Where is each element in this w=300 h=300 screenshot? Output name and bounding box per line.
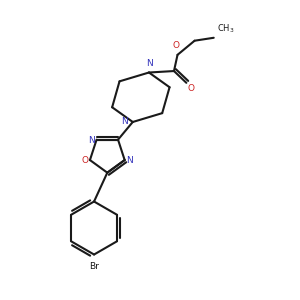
Text: N: N xyxy=(146,59,153,68)
Text: CH$_3$: CH$_3$ xyxy=(217,23,234,35)
Text: O: O xyxy=(172,41,179,50)
Text: N: N xyxy=(122,117,128,126)
Text: O: O xyxy=(188,84,195,93)
Text: O: O xyxy=(81,156,88,165)
Text: N: N xyxy=(88,136,95,145)
Text: Br: Br xyxy=(89,262,99,271)
Text: N: N xyxy=(126,156,133,165)
